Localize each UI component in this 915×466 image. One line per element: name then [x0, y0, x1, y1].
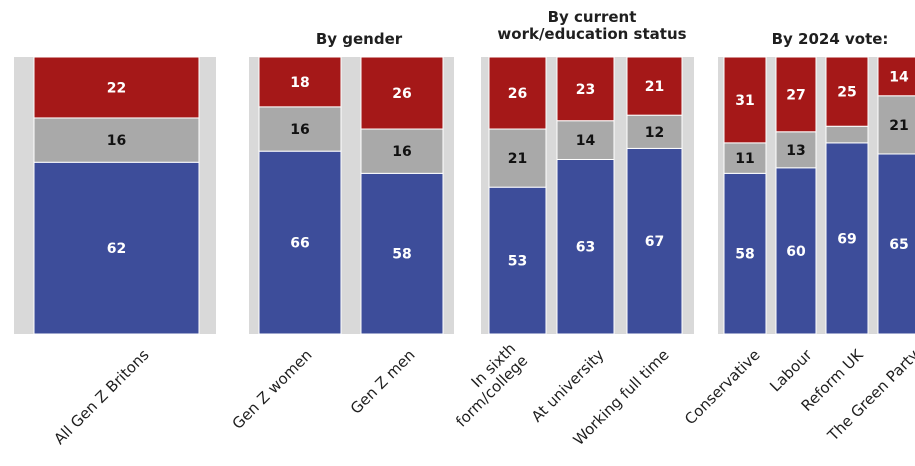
group-1: By gender 66 16 18 Gen Z women 58 16 26 Gen Z me… [229, 30, 454, 433]
value-label: 26 [508, 86, 527, 102]
value-label: 62 [107, 241, 126, 257]
bar-segment-top [360, 56, 444, 130]
value-label: 63 [576, 240, 595, 256]
bar-segment-top [825, 56, 869, 127]
bar-segment-bottom [775, 167, 817, 335]
value-label: 12 [645, 125, 664, 141]
value-label: 16 [392, 144, 411, 160]
value-label: 21 [508, 151, 527, 167]
value-label: 11 [735, 151, 754, 167]
value-label: 16 [107, 133, 126, 149]
value-label: 60 [786, 244, 806, 260]
bar-segment-bottom [556, 158, 615, 335]
value-label: 18 [290, 75, 309, 91]
value-label: 26 [392, 86, 411, 102]
value-label: 16 [290, 122, 309, 138]
bar-segment-top [626, 56, 683, 116]
value-label: 53 [508, 254, 527, 270]
bar-segment-top [877, 56, 915, 97]
bar-segment-top [33, 56, 200, 119]
bar-segment-middle [723, 142, 767, 174]
value-label: 21 [645, 79, 664, 95]
category-label: Labour [766, 345, 816, 395]
value-label: 21 [889, 118, 908, 134]
bar-segment-top [258, 56, 342, 108]
value-label: 69 [837, 231, 856, 247]
group-3: By 2024 vote: 58 11 31 Conservative 60 13 27 Lab… [681, 30, 915, 445]
category-label: All Gen Z Britons [50, 346, 152, 448]
bar-segment-bottom [360, 172, 444, 335]
bar-segment-bottom [825, 142, 869, 335]
bar-segment-bottom [723, 172, 767, 335]
bar-segment-bottom [33, 161, 200, 335]
value-label: 22 [107, 80, 126, 96]
bar-segment-bottom [877, 153, 915, 335]
category-label: Gen Z women [229, 346, 316, 433]
group-title: By 2024 vote: [772, 30, 889, 48]
value-label: 27 [786, 87, 805, 103]
group-2: By current work/education status 53 21 26 In … [440, 8, 694, 449]
group-0: 62 16 22 All Gen Z Britons [14, 56, 216, 448]
bar-segment-bottom [626, 147, 683, 335]
bar-segment-bottom [488, 186, 547, 335]
bar-segment-top [556, 56, 615, 122]
value-label: 65 [889, 237, 908, 253]
value-label: 23 [576, 82, 595, 98]
value-label: 66 [290, 236, 309, 252]
bar-segment-middle [775, 131, 817, 169]
bar-segment-middle [556, 120, 615, 160]
value-label: 67 [645, 234, 664, 250]
category-label: The Green Party [823, 346, 915, 445]
value-label: 14 [889, 69, 909, 85]
category-label: In sixthform/college [440, 340, 531, 431]
bar-segment-middle [258, 106, 342, 152]
value-label: 13 [786, 143, 805, 159]
bar-segment-middle [825, 125, 869, 144]
bar-segment-top [488, 56, 547, 130]
bar-segment-top [723, 56, 767, 144]
group-title: By current work/education status [497, 8, 686, 43]
category-label: Conservative [681, 346, 763, 428]
value-label: 14 [576, 133, 596, 149]
category-label: Gen Z men [347, 346, 419, 418]
value-label: 25 [837, 85, 856, 101]
bar-segment-middle [877, 95, 915, 155]
bar-segment-middle [360, 128, 444, 174]
bar-segment-middle [626, 114, 683, 149]
value-label: 31 [735, 93, 754, 109]
bar-segment-top [775, 56, 817, 133]
value-label: 58 [392, 247, 411, 263]
value-label: 58 [735, 247, 754, 263]
group-title: By gender [316, 30, 403, 48]
